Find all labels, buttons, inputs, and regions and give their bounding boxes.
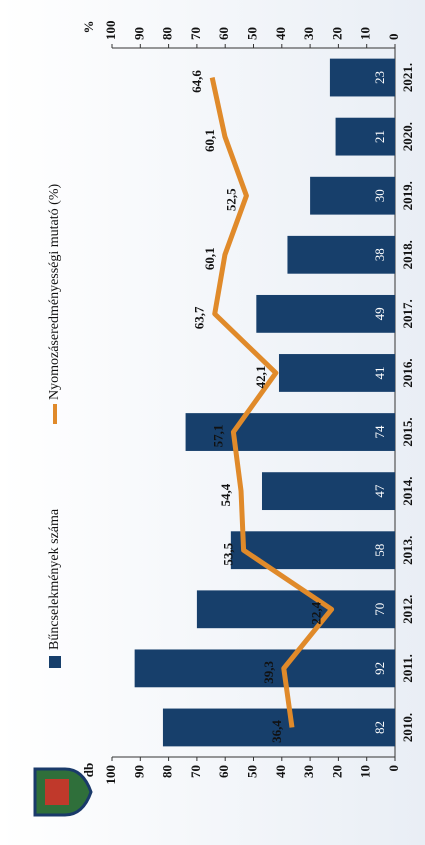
legend-label: Bűncselekmények száma bbox=[47, 508, 62, 650]
y2-tick-label: 90 bbox=[131, 27, 146, 40]
bar bbox=[261, 472, 395, 511]
y2-axis-label: % bbox=[81, 21, 96, 34]
y-tick-label: 30 bbox=[301, 765, 316, 778]
bar bbox=[278, 354, 395, 392]
x-tick-label: 2014. bbox=[400, 477, 415, 506]
bar bbox=[230, 531, 395, 570]
y-tick-label: 20 bbox=[329, 765, 344, 778]
bar bbox=[134, 649, 395, 688]
y2-tick-label: 100 bbox=[103, 21, 118, 41]
x-tick-label: 2011. bbox=[400, 654, 415, 683]
y-tick-label: 40 bbox=[273, 765, 288, 778]
legend-label: Nyomozáseredményességi mutató (%) bbox=[47, 184, 62, 400]
line-label: 22,4 bbox=[309, 601, 324, 624]
bar-label: 21 bbox=[372, 130, 387, 143]
line-label: 60,1 bbox=[202, 247, 217, 270]
line-label: 57,1 bbox=[210, 425, 225, 448]
y-tick-label: 90 bbox=[131, 765, 146, 778]
bar-label: 49 bbox=[372, 307, 387, 320]
y-tick-label: 10 bbox=[358, 765, 373, 778]
y-tick-label: 0 bbox=[386, 765, 401, 772]
y2-tick-label: 40 bbox=[273, 27, 288, 40]
bar-label: 70 bbox=[372, 603, 387, 616]
y2-tick-label: 60 bbox=[216, 27, 231, 40]
bar-label: 47 bbox=[372, 484, 387, 498]
line-label: 63,7 bbox=[192, 306, 207, 329]
bar-label: 38 bbox=[372, 248, 387, 261]
bar-label: 74 bbox=[372, 425, 387, 439]
y2-tick-label: 80 bbox=[160, 27, 175, 40]
y-tick-label: 100 bbox=[103, 765, 118, 785]
y2-tick-label: 10 bbox=[358, 27, 373, 40]
y-tick-label: 70 bbox=[188, 765, 203, 778]
x-tick-label: 2016. bbox=[400, 358, 415, 387]
y2-tick-label: 20 bbox=[329, 27, 344, 40]
line-label: 54,4 bbox=[218, 483, 233, 506]
bar-label: 58 bbox=[372, 544, 387, 557]
legend-swatch bbox=[49, 656, 61, 668]
x-tick-label: 2017. bbox=[400, 299, 415, 328]
bar-label: 41 bbox=[372, 366, 387, 379]
y2-tick-label: 50 bbox=[244, 27, 259, 40]
x-tick-label: 2012. bbox=[400, 595, 415, 624]
line-label: 42,1 bbox=[253, 366, 268, 389]
y-tick-label: 50 bbox=[244, 765, 259, 778]
bar bbox=[310, 176, 396, 215]
bar bbox=[196, 590, 395, 629]
y-axis-label: db bbox=[81, 763, 96, 777]
logo bbox=[33, 767, 93, 817]
y-tick-label: 60 bbox=[216, 765, 231, 778]
x-tick-label: 2021. bbox=[400, 63, 415, 92]
line-label: 52,5 bbox=[223, 188, 238, 211]
y-tick-label: 80 bbox=[160, 765, 175, 778]
line-label: 53,5 bbox=[221, 542, 236, 565]
line bbox=[209, 77, 335, 728]
line-label: 36,4 bbox=[269, 720, 284, 743]
line-label: 39,3 bbox=[261, 661, 276, 684]
bar bbox=[162, 708, 395, 747]
line-label: 60,1 bbox=[202, 129, 217, 152]
bar-label: 82 bbox=[372, 721, 387, 734]
x-tick-label: 2020. bbox=[400, 122, 415, 151]
bar bbox=[329, 58, 395, 97]
rotated-chart: db % 0 10 20 30 40 50 60 70 80 90 100 0 10 20 30 40 50 60… bbox=[33, 21, 415, 817]
x-tick-label: 2013. bbox=[400, 536, 415, 565]
y2-tick-label: 70 bbox=[188, 27, 203, 40]
bar bbox=[335, 117, 396, 156]
y2-tick-label: 0 bbox=[386, 34, 401, 41]
bar bbox=[287, 235, 395, 274]
bar bbox=[256, 294, 395, 333]
x-tick-label: 2018. bbox=[400, 240, 415, 269]
x-tick-label: 2010. bbox=[400, 713, 415, 742]
x-tick-label: 2019. bbox=[400, 181, 415, 210]
bar-label: 23 bbox=[372, 71, 387, 84]
line-label: 64,6 bbox=[189, 70, 204, 93]
bar-label: 30 bbox=[372, 189, 387, 202]
bar-label: 92 bbox=[372, 662, 387, 675]
x-tick-label: 2015. bbox=[400, 417, 415, 446]
y2-tick-label: 30 bbox=[301, 27, 316, 40]
